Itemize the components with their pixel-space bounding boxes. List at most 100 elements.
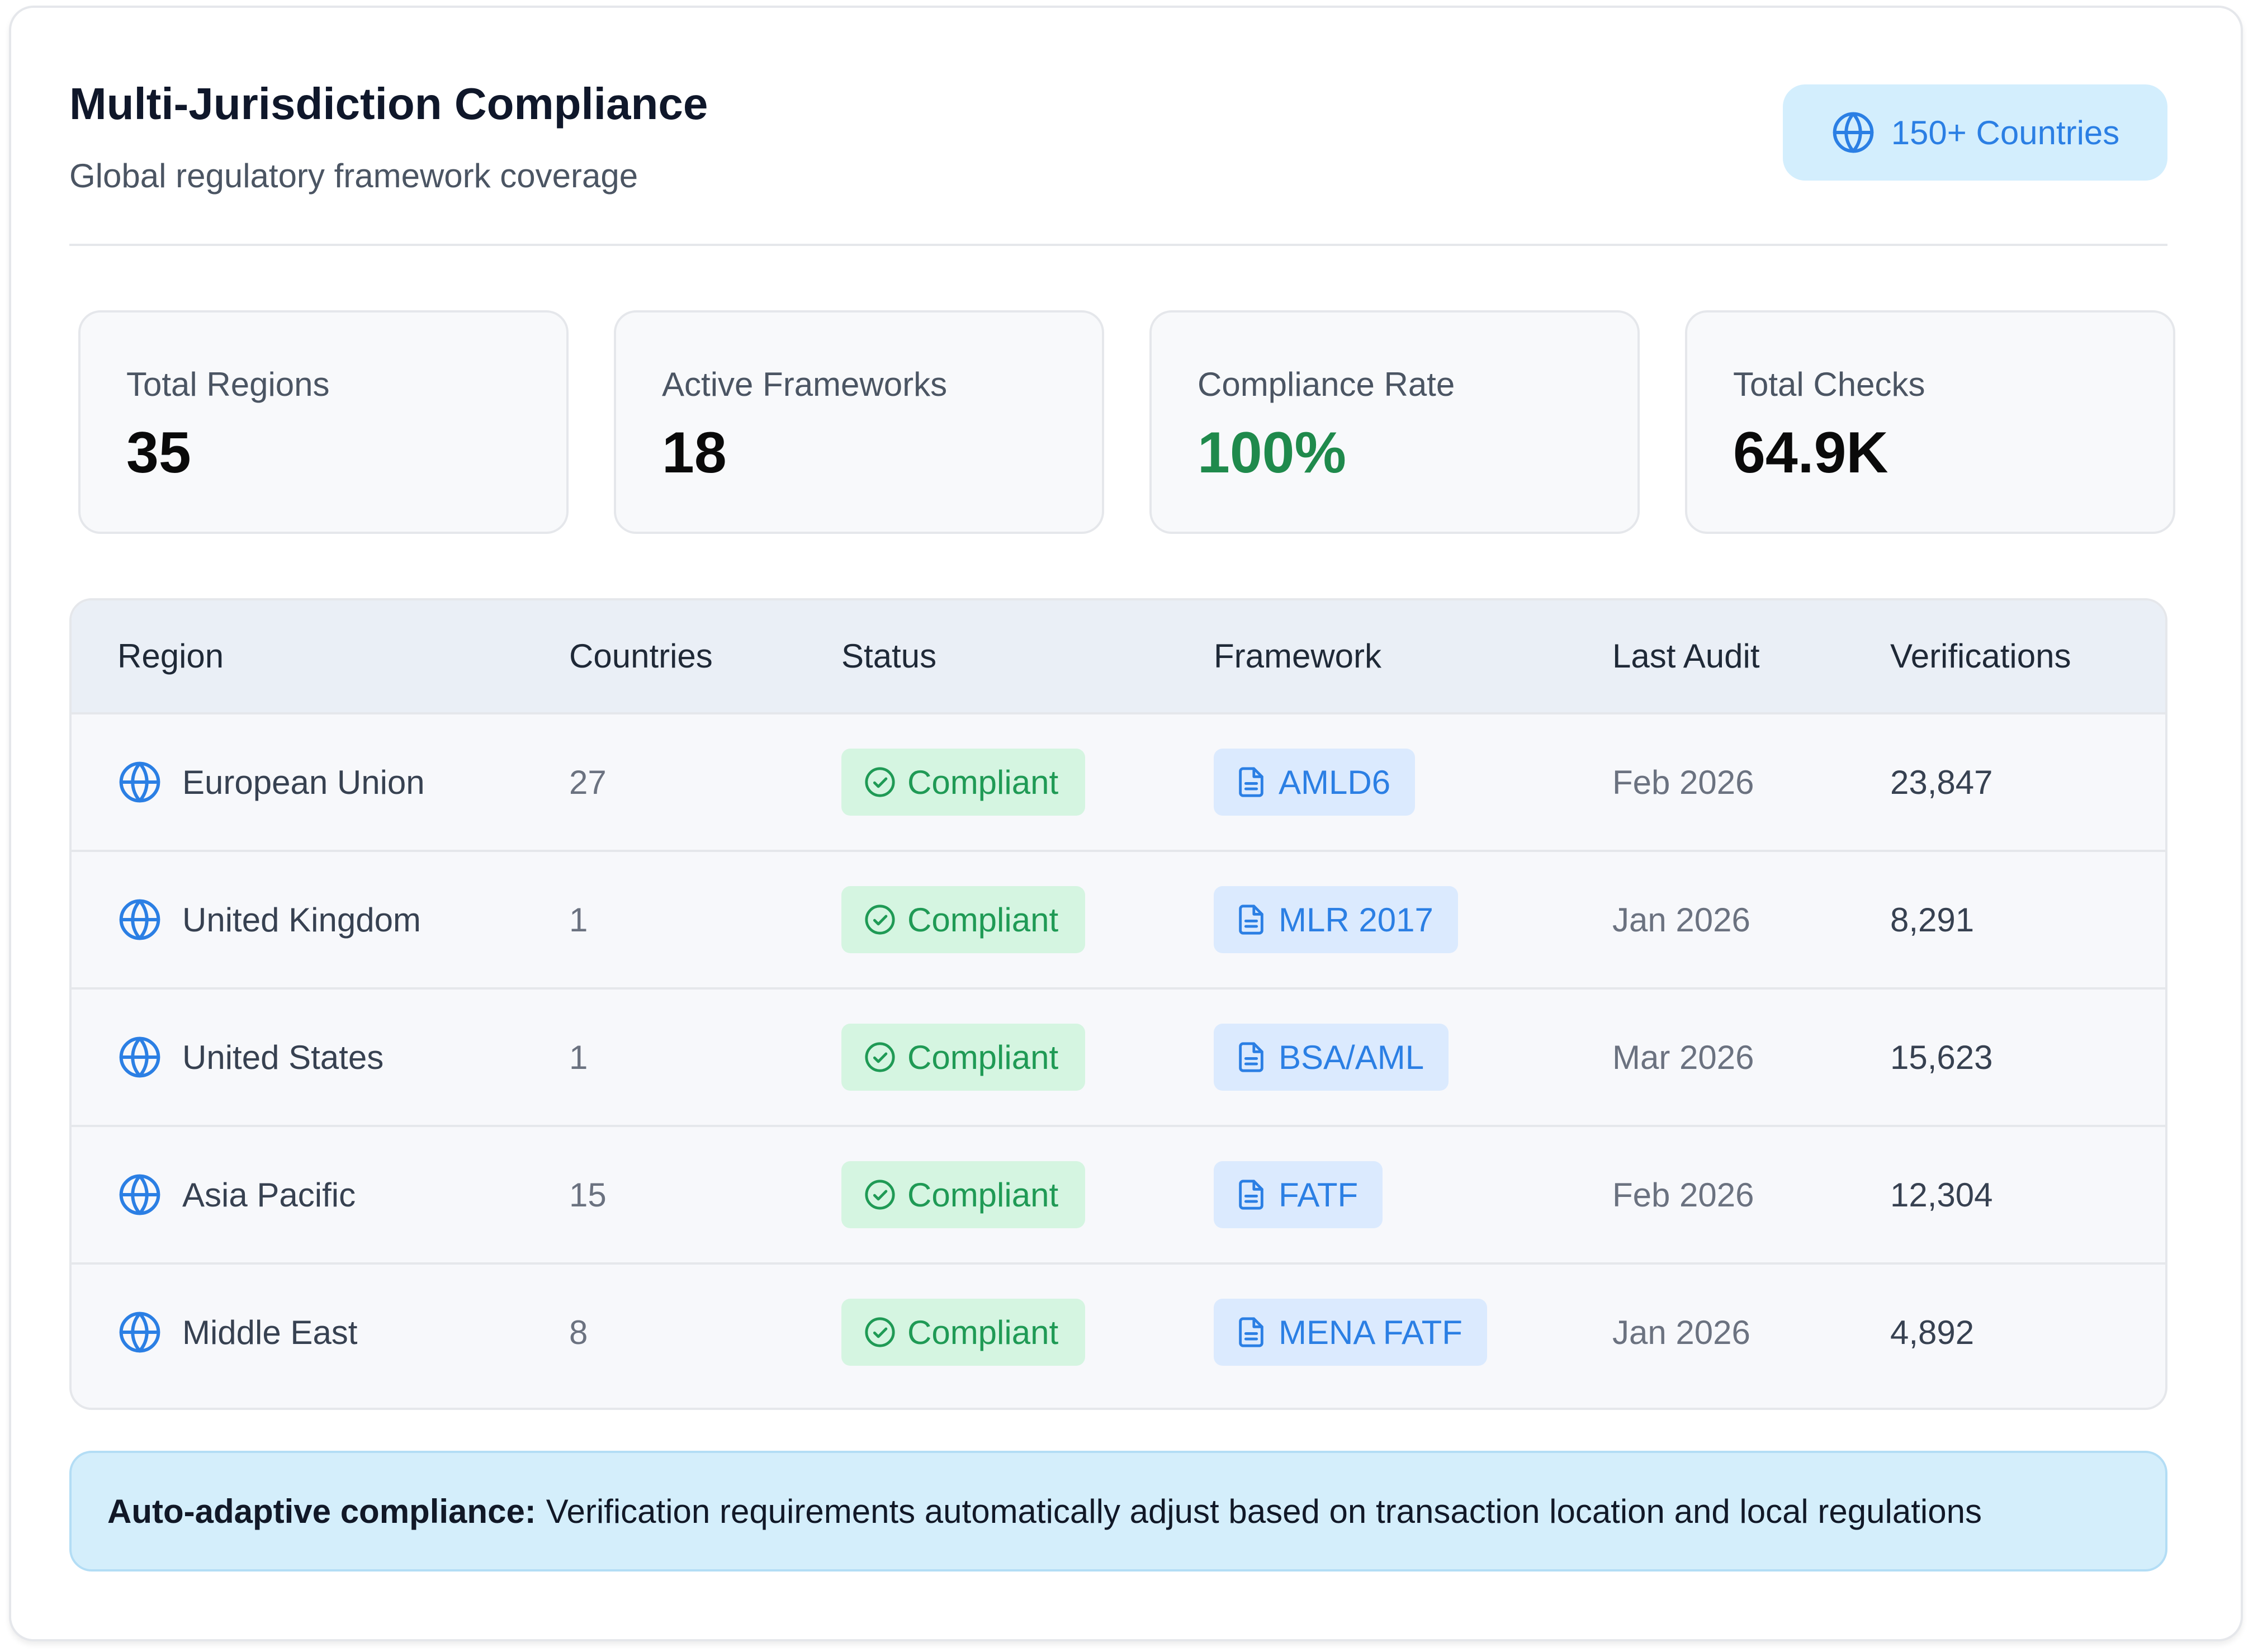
stat-card-compliance-rate: Compliance Rate 100% [1149,310,1640,534]
status-label: Compliant [907,1038,1059,1076]
stat-value: 18 [662,420,727,485]
stat-card-total-checks: Total Checks 64.9K [1685,310,2175,534]
framework-badge: MLR 2017 [1214,886,1458,953]
verifications-cell: 23,847 [1890,763,1993,801]
check-circle-icon [865,1042,895,1072]
framework-badge: MENA FATF [1214,1299,1487,1366]
info-banner: Auto-adaptive compliance: Verification r… [69,1451,2167,1571]
framework-label: MLR 2017 [1279,901,1433,939]
countries-cell: 8 [569,1313,588,1351]
globe-icon [119,761,160,803]
countries-badge: 150+ Countries [1783,84,2167,181]
header-divider [69,244,2167,246]
document-icon [1239,767,1263,797]
table-row: United Kingdom 1 Compliant MLR 2017 Jan … [72,850,2165,987]
countries-cell: 27 [569,763,607,801]
last-audit-cell: Mar 2026 [1612,1038,1754,1076]
stat-label: Total Checks [1733,366,1925,403]
stat-label: Total Regions [126,366,330,403]
document-icon [1239,1317,1263,1347]
stat-label: Compliance Rate [1198,366,1455,403]
region-cell: Middle East [117,1265,357,1400]
globe-icon [119,1312,160,1353]
status-cell: Compliant [841,1127,1086,1262]
region-name: United Kingdom [182,901,421,939]
status-label: Compliant [907,1313,1059,1351]
region-cell: United States [117,990,384,1125]
status-cell: Compliant [841,1265,1086,1400]
badge-label: 150+ Countries [1891,113,2120,152]
stat-card-total-regions: Total Regions 35 [78,310,569,534]
countries-cell: 1 [569,901,588,939]
globe-icon [1833,112,1874,153]
column-header-region: Region [117,637,224,675]
status-cell: Compliant [841,852,1086,987]
framework-label: FATF [1279,1176,1359,1214]
framework-label: AMLD6 [1279,763,1391,801]
framework-label: MENA FATF [1279,1313,1462,1351]
globe-icon [119,899,160,940]
framework-badge: AMLD6 [1214,749,1416,816]
table-header: Region Countries Status Framework Last A… [72,600,2165,712]
check-circle-icon [865,905,895,935]
framework-cell: FATF [1214,1127,1383,1262]
table-row: Middle East 8 Compliant MENA FATF Jan 20… [72,1262,2165,1400]
countries-cell: 15 [569,1176,607,1214]
column-header-last-audit: Last Audit [1612,637,1760,675]
region-name: United States [182,1038,384,1076]
framework-label: BSA/AML [1279,1038,1424,1076]
region-cell: European Union [117,714,425,850]
verifications-cell: 4,892 [1890,1313,1975,1351]
last-audit-cell: Feb 2026 [1612,763,1754,801]
framework-badge: BSA/AML [1214,1024,1449,1091]
status-badge: Compliant [841,749,1086,816]
status-label: Compliant [907,1176,1059,1214]
stat-value: 100% [1198,420,1346,485]
compliance-table: Region Countries Status Framework Last A… [69,598,2167,1410]
region-name: Asia Pacific [182,1176,356,1214]
globe-icon [119,1036,160,1078]
globe-icon [119,1174,160,1215]
framework-cell: AMLD6 [1214,714,1416,850]
last-audit-cell: Jan 2026 [1612,901,1750,939]
table-row: European Union 27 Compliant AMLD6 Feb 20… [72,712,2165,850]
column-header-status: Status [841,637,937,675]
last-audit-cell: Jan 2026 [1612,1313,1750,1351]
status-badge: Compliant [841,1024,1086,1091]
column-header-countries: Countries [569,637,713,675]
page-title: Multi-Jurisdiction Compliance [69,79,708,129]
stat-card-active-frameworks: Active Frameworks 18 [614,310,1104,534]
last-audit-cell: Feb 2026 [1612,1176,1754,1214]
page-subtitle: Global regulatory framework coverage [69,157,638,195]
status-badge: Compliant [841,886,1086,953]
region-cell: Asia Pacific [117,1127,356,1262]
document-icon [1239,1042,1263,1072]
stat-value: 64.9K [1733,420,1888,485]
verifications-cell: 12,304 [1890,1176,1993,1214]
status-badge: Compliant [841,1299,1086,1366]
framework-cell: BSA/AML [1214,990,1449,1125]
stat-label: Active Frameworks [662,366,948,403]
region-cell: United Kingdom [117,852,421,987]
framework-cell: MLR 2017 [1214,852,1458,987]
check-circle-icon [865,767,895,797]
status-cell: Compliant [841,990,1086,1125]
check-circle-icon [865,1180,895,1210]
verifications-cell: 8,291 [1890,901,1975,939]
framework-badge: FATF [1214,1161,1383,1228]
status-badge: Compliant [841,1161,1086,1228]
stat-value: 35 [126,420,191,485]
table-row: United States 1 Compliant BSA/AML Mar 20… [72,987,2165,1125]
document-icon [1239,1180,1263,1210]
column-header-verifications: Verifications [1890,637,2071,675]
info-banner-title: Auto-adaptive compliance: [107,1492,536,1530]
document-icon [1239,905,1263,935]
info-banner-text: Verification requirements automatically … [546,1492,1982,1530]
table-row: Asia Pacific 15 Compliant FATF Feb 2026 … [72,1125,2165,1262]
column-header-framework: Framework [1214,637,1382,675]
verifications-cell: 15,623 [1890,1038,1993,1076]
countries-cell: 1 [569,1038,588,1076]
region-name: European Union [182,763,425,801]
framework-cell: MENA FATF [1214,1265,1487,1400]
region-name: Middle East [182,1313,358,1351]
